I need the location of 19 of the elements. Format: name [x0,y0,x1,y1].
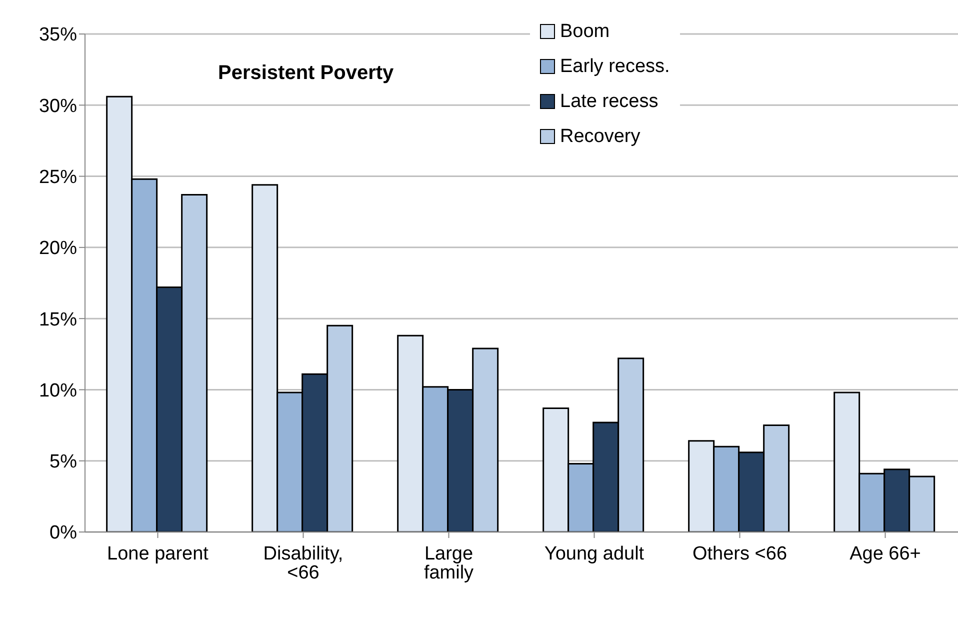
legend-label: Early recess. [560,56,670,78]
y-tick-label: 5% [50,452,78,473]
annotation: Persistent Poverty [218,62,394,85]
x-tick-label: Lone parent [107,543,210,564]
legend-label: Recovery [560,126,640,148]
legend-label: Late recess [560,90,658,112]
y-tick-label: 20% [38,238,78,260]
y-tick-label: 35% [38,24,78,46]
x-tick-label: Disability, <66 [263,543,344,584]
y-tick-label: 30% [38,96,78,117]
y-tick-label: 25% [38,167,78,188]
y-tick-label: 15% [38,309,78,330]
legend-label: Boom [560,20,610,42]
y-tick-label: 0% [50,522,78,544]
x-tick-label: Young adult [544,543,645,564]
y-tick-label: 10% [38,380,78,402]
x-tick-label: Large family [424,543,474,584]
x-tick-label: Age 66+ [850,543,921,564]
x-tick-label: Others <66 [692,543,788,564]
